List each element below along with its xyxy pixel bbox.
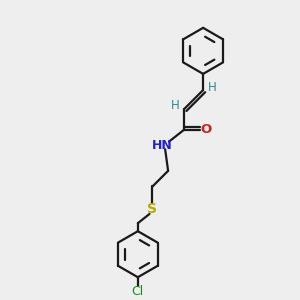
Text: Cl: Cl	[132, 286, 144, 298]
Text: S: S	[148, 202, 158, 216]
Text: HN: HN	[152, 139, 172, 152]
Text: O: O	[201, 123, 212, 136]
Text: H: H	[208, 81, 216, 94]
Text: H: H	[171, 99, 180, 112]
